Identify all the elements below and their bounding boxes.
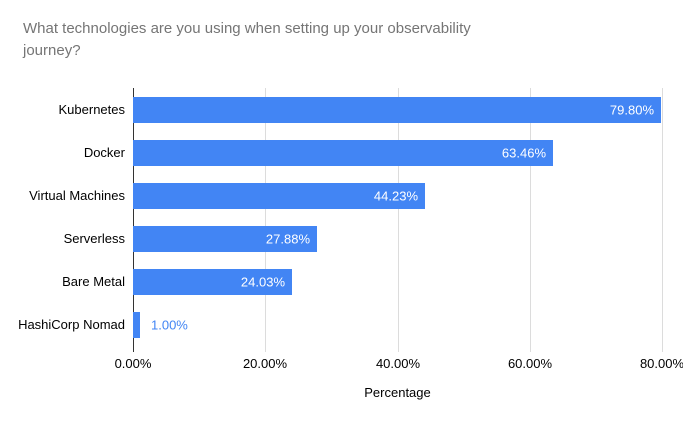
plot-area: 79.80% 63.46% 44.23% 27.88% 24.03% 1.00% — [133, 88, 663, 352]
gridline — [662, 88, 663, 352]
x-tick-label: 0.00% — [114, 356, 152, 371]
x-tick-label: 60.00% — [507, 356, 553, 371]
bar-serverless[interactable]: 27.88% — [133, 226, 317, 252]
bar-virtual-machines[interactable]: 44.23% — [133, 183, 425, 209]
bar-value-label: 79.80% — [609, 102, 654, 118]
bar-bare-metal[interactable]: 24.03% — [133, 269, 292, 295]
x-tick-label: 40.00% — [375, 356, 421, 371]
bar-hashicorp-nomad[interactable] — [133, 312, 140, 338]
bar-value-label: 1.00% — [151, 317, 188, 333]
chart-title: What technologies are you using when set… — [23, 20, 471, 59]
bar-kubernetes[interactable]: 79.80% — [133, 97, 661, 123]
bar-value-label: 44.23% — [373, 188, 418, 204]
category-label: Docker — [83, 145, 125, 160]
gridline — [265, 88, 266, 352]
bar-value-label: 27.88% — [265, 231, 310, 247]
x-tick-label: 80.00% — [639, 356, 683, 371]
y-axis-line — [133, 88, 134, 352]
category-label: Serverless — [63, 231, 125, 246]
category-label: Kubernetes — [58, 102, 126, 117]
bar-docker[interactable]: 63.46% — [133, 140, 553, 166]
category-label: Virtual Machines — [29, 188, 125, 203]
gridline — [398, 88, 399, 352]
x-tick-label: 20.00% — [242, 356, 288, 371]
bar-value-label: 63.46% — [501, 145, 546, 161]
category-label: HashiCorp Nomad — [18, 317, 125, 332]
category-label: Bare Metal — [62, 274, 125, 289]
bar-value-label: 24.03% — [240, 274, 285, 290]
gridline — [530, 88, 531, 352]
x-axis-title: Percentage — [364, 385, 431, 400]
